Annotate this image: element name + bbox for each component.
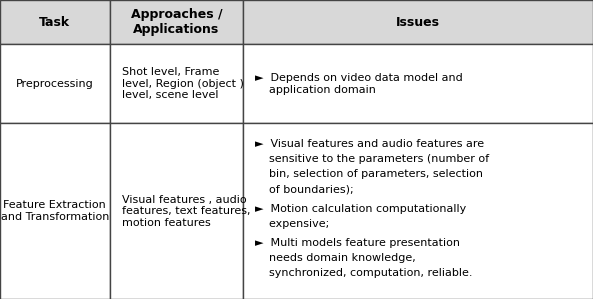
Bar [110, 0, 243, 44]
Text: of boundaries);: of boundaries); [255, 184, 354, 194]
Text: Visual features , audio
features, text features,
motion features: Visual features , audio features, text f… [122, 195, 250, 228]
Bar [0, 0, 110, 44]
Text: sensitive to the parameters (number of: sensitive to the parameters (number of [255, 154, 489, 164]
Bar [110, 123, 243, 299]
Bar [243, 123, 593, 299]
Text: ►  Depends on video data model and
    application domain: ► Depends on video data model and applic… [255, 73, 463, 95]
Text: Shot level, Frame
level, Region (object )
level, scene level: Shot level, Frame level, Region (object … [122, 67, 244, 100]
Text: synchronized, computation, reliable.: synchronized, computation, reliable. [255, 268, 473, 278]
Text: needs domain knowledge,: needs domain knowledge, [255, 253, 416, 263]
Bar [243, 0, 593, 44]
Text: Task: Task [39, 16, 71, 29]
Bar [0, 123, 110, 299]
Text: ►  Multi models feature presentation: ► Multi models feature presentation [255, 238, 460, 248]
Text: bin, selection of parameters, selection: bin, selection of parameters, selection [255, 169, 483, 179]
Text: ►  Visual features and audio features are: ► Visual features and audio features are [255, 139, 484, 149]
Bar [243, 44, 593, 123]
Bar [0, 44, 110, 123]
Text: Approaches /
Applications: Approaches / Applications [130, 8, 222, 36]
Text: Issues: Issues [396, 16, 440, 29]
Text: Feature Extraction
and Transformation: Feature Extraction and Transformation [1, 200, 109, 222]
Text: expensive;: expensive; [255, 219, 329, 229]
Text: ►  Motion calculation computationally: ► Motion calculation computationally [255, 204, 466, 214]
Bar [110, 44, 243, 123]
Text: Preprocessing: Preprocessing [16, 79, 94, 89]
